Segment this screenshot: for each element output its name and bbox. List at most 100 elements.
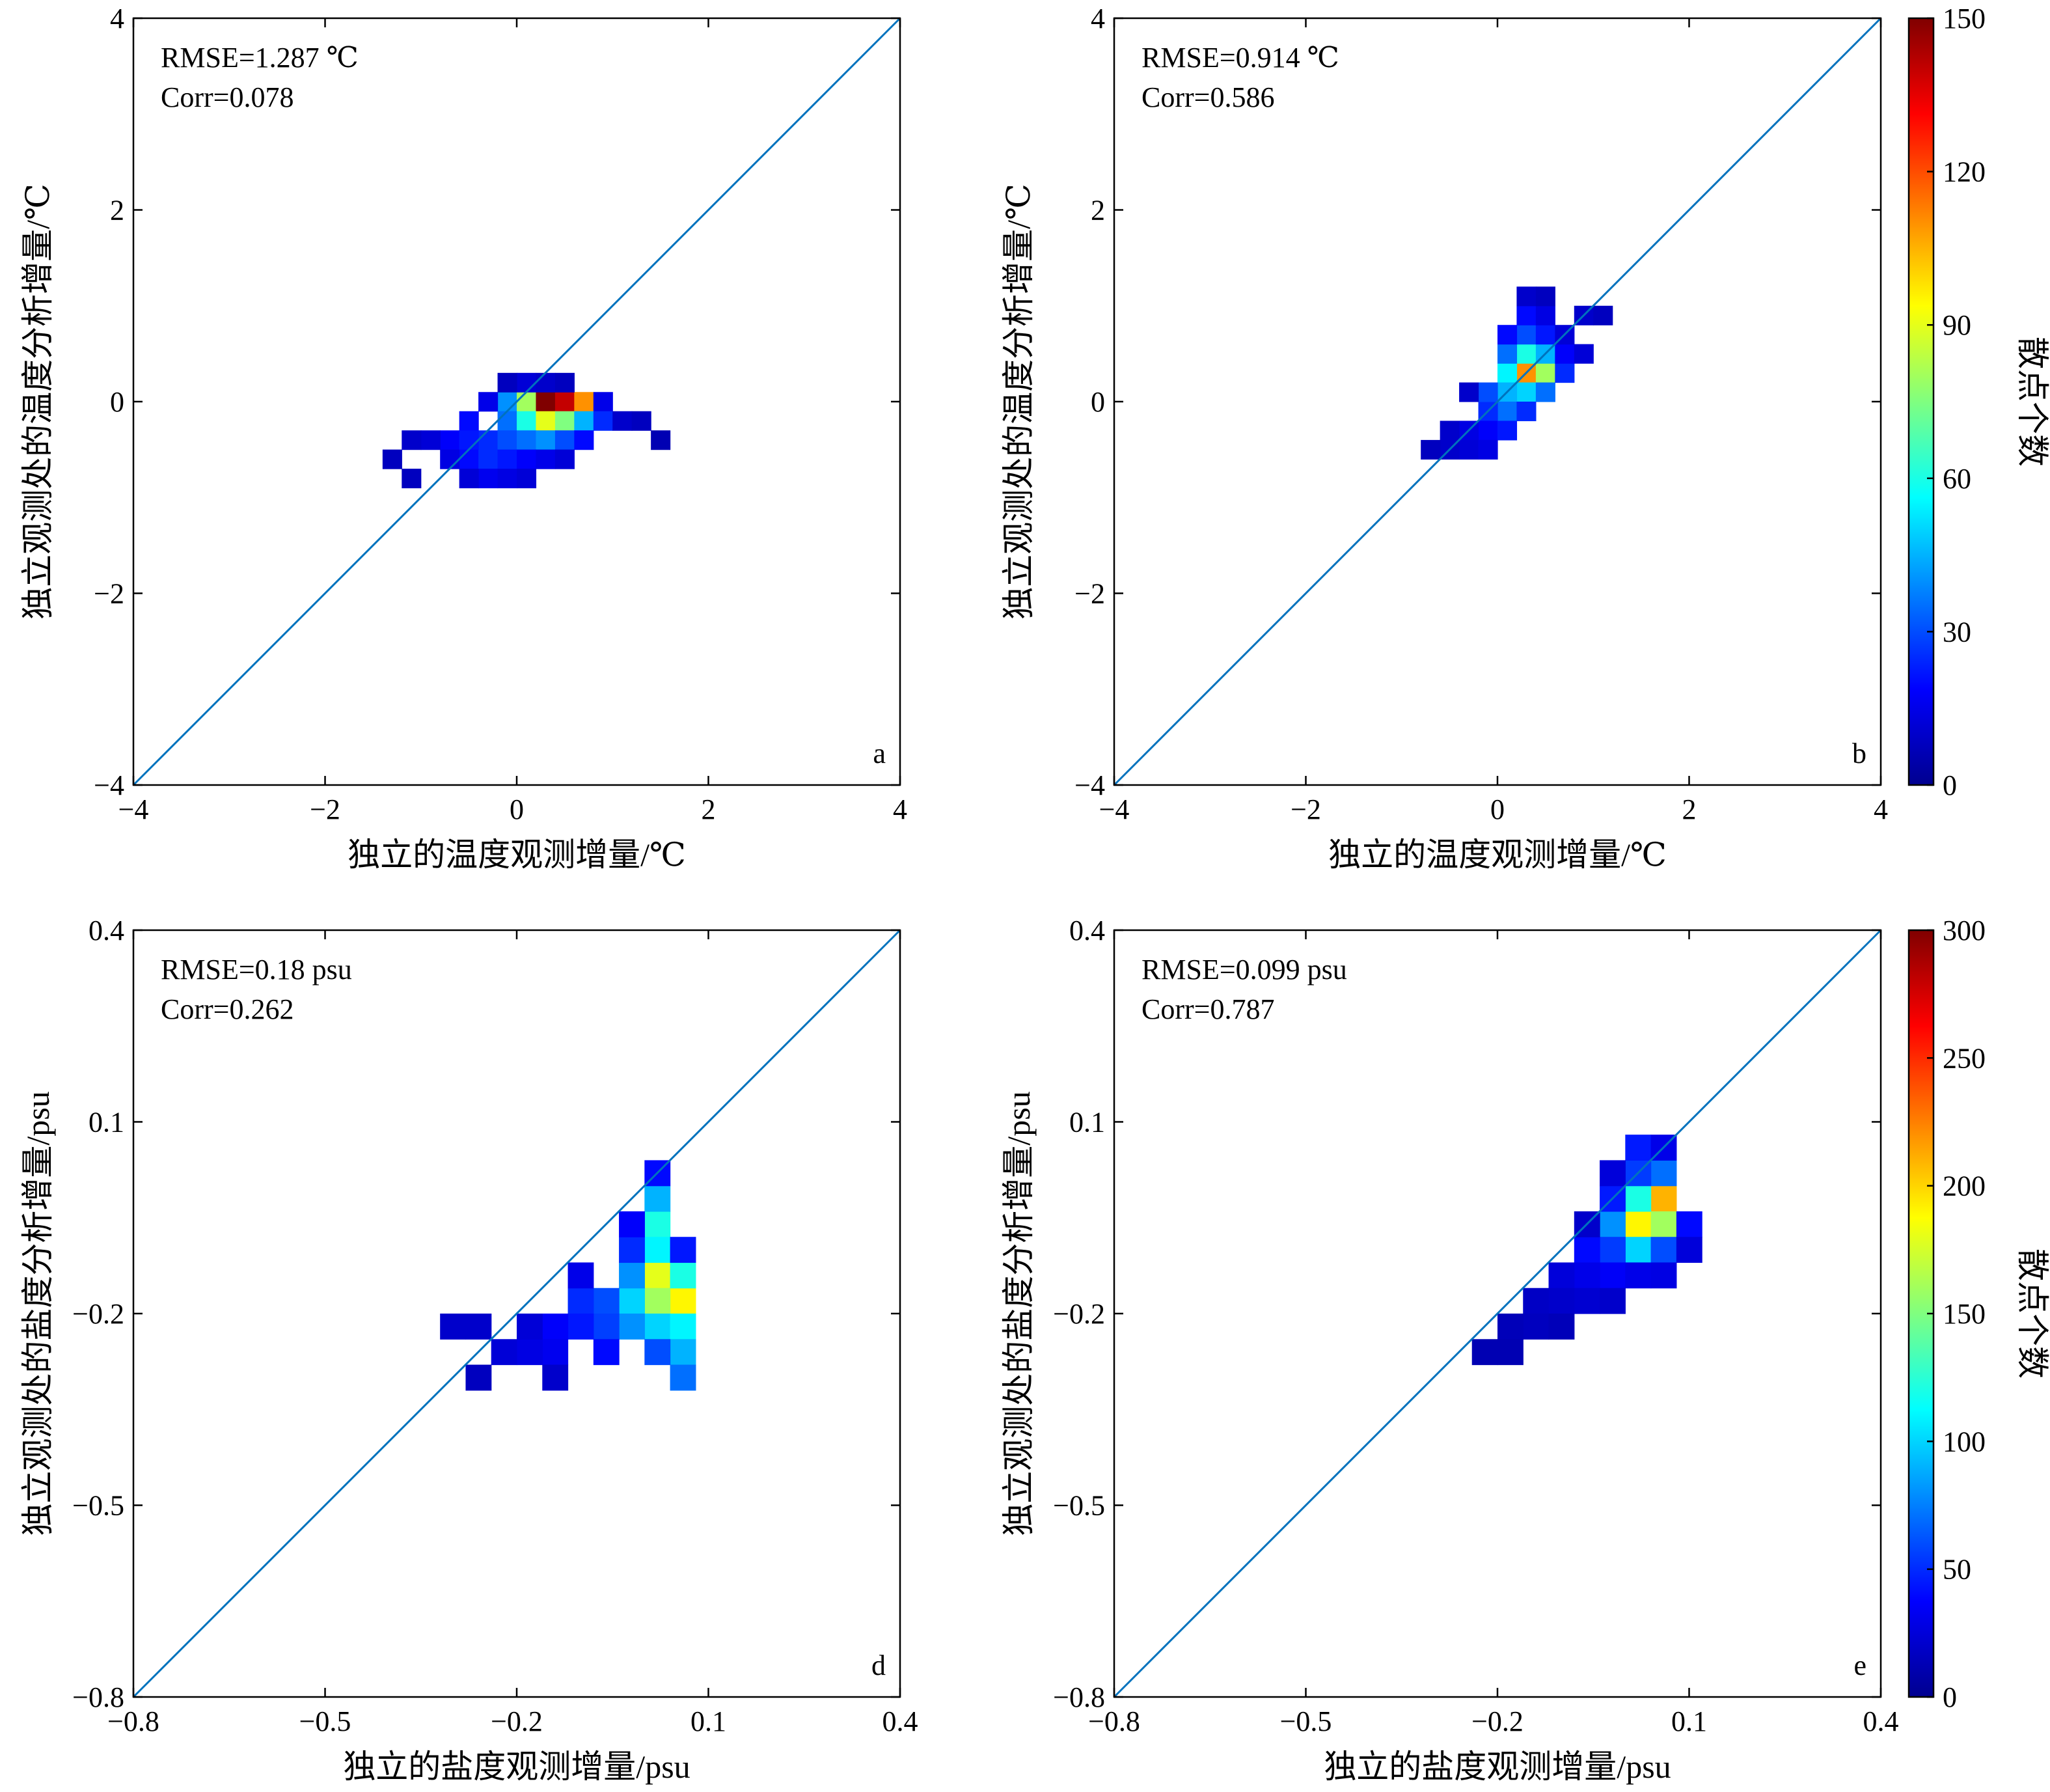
colorbar-1-tick-label-4: 200 xyxy=(1943,1170,1986,1202)
panel-a-cell-39 xyxy=(651,430,671,450)
panel-b-ytick-label-1: −2 xyxy=(1074,578,1105,610)
panel-a-cell-5 xyxy=(478,392,499,412)
panel-e-xtick-label-2: −0.2 xyxy=(1471,1705,1524,1737)
panel-b-cell-24 xyxy=(1478,439,1498,460)
panel-e-ytick-label-3: 0.1 xyxy=(1069,1107,1105,1138)
panel-a-cell-35 xyxy=(517,469,537,489)
panel-b-cell-8 xyxy=(1497,344,1518,364)
panel-b-cell-18 xyxy=(1478,420,1498,441)
colorbar-1-tick-label-0: 0 xyxy=(1943,1681,1957,1713)
panel-b-cell-5 xyxy=(1516,382,1537,402)
panel-d-rmse: RMSE=0.18 psu xyxy=(161,954,352,986)
panel-a-cell-29 xyxy=(612,411,633,431)
panel-d-cell-27 xyxy=(567,1262,594,1289)
panel-d-xlabel: 独立的盐度观测增量/psu xyxy=(343,1748,690,1785)
panel-d-cell-12 xyxy=(670,1339,696,1366)
panel-d-cell-15 xyxy=(593,1288,620,1314)
colorbar-0-tick-label-3: 90 xyxy=(1943,309,1971,341)
panel-e: −0.8 −0.5 −0.2 0.1 0.4 −0.8 −0.5 −0.2 0.1 0.4 RMS… xyxy=(1000,915,1899,1785)
panel-d-cell-17 xyxy=(567,1288,594,1314)
panel-e-cell-26 xyxy=(1497,1314,1524,1340)
panel-d-xtick-label-1: −0.5 xyxy=(299,1705,351,1737)
panel-e-rmse: RMSE=0.099 psu xyxy=(1141,954,1347,986)
panel-d-cell-24 xyxy=(593,1339,620,1366)
panel-a-ticks: −4 −2 0 2 4 −4 −2 0 2 4 xyxy=(94,3,907,825)
panel-e-ylabel: 独立观测处的盐度分析增量/psu xyxy=(1000,1091,1037,1536)
panel-e-reference-line xyxy=(1113,929,1882,1698)
panel-e-cell-28 xyxy=(1471,1339,1498,1366)
panel-a-cell-12 xyxy=(459,411,479,431)
panel-b-cell-15 xyxy=(1555,363,1575,383)
panel-a-cell-20 xyxy=(459,430,479,450)
panel-b-ytick-label-0: −4 xyxy=(1074,769,1105,801)
panel-a-cell-43 xyxy=(554,372,575,393)
colorbar-top-gradient xyxy=(1909,18,1934,785)
panel-b-ytick-label-3: 2 xyxy=(1091,195,1105,227)
panel-d-cell-31 xyxy=(440,1314,467,1340)
colorbar-0-tick-label-5: 150 xyxy=(1943,3,1986,34)
panel-a-cell-28 xyxy=(402,430,422,450)
panel-b-cell-12 xyxy=(1516,402,1537,422)
panel-a-xlabel: 独立的温度观测增量/℃ xyxy=(348,836,686,873)
panel-a-cell-25 xyxy=(497,449,517,469)
panel-a-cell-11 xyxy=(574,411,594,431)
panel-e-cell-13 xyxy=(1574,1237,1600,1263)
panel-d-cell-33 xyxy=(542,1364,569,1391)
panel-a-cell-33 xyxy=(478,469,499,489)
panel-a-corr: Corr=0.078 xyxy=(161,81,294,113)
panel-d-ytick-label-0: −0.8 xyxy=(72,1681,124,1713)
panel-b-xtick-label-0: −4 xyxy=(1099,793,1130,825)
panel-d-cell-2 xyxy=(644,1288,671,1314)
panel-a-cell-18 xyxy=(554,430,575,450)
panel-d-cell-0 xyxy=(670,1288,696,1314)
panel-e-cell-9 xyxy=(1600,1237,1626,1263)
panel-a-xtick-label-3: 2 xyxy=(702,793,716,825)
panel-b-xtick-label-4: 4 xyxy=(1874,793,1888,825)
panel-e-cell-12 xyxy=(1676,1211,1702,1237)
panel-b-cell-19 xyxy=(1497,420,1518,441)
colorbar-bottom: 0 50 100 150 200 250 300 散点个数 xyxy=(1907,915,2050,1713)
panel-e-cell-7 xyxy=(1650,1237,1677,1263)
panel-a-cell-10 xyxy=(554,411,575,431)
panel-e-cell-17 xyxy=(1574,1262,1600,1289)
panel-e-cell-21 xyxy=(1600,1288,1626,1314)
panel-d: −0.8 −0.5 −0.2 0.1 0.4 −0.8 −0.5 −0.2 0.1 0.4 RMS… xyxy=(20,915,918,1785)
panel-d-cell-20 xyxy=(670,1237,696,1263)
panel-a-cell-21 xyxy=(574,430,594,450)
panel-e-ytick-label-0: −0.8 xyxy=(1053,1681,1105,1713)
panel-e-xtick-label-0: −0.8 xyxy=(1088,1705,1140,1737)
panel-e-cell-1 xyxy=(1625,1211,1652,1237)
panel-b-cell-17 xyxy=(1516,305,1537,325)
panel-d-xtick-label-3: 0.1 xyxy=(690,1705,726,1737)
colorbar-bottom-ticks: 0 50 100 150 200 250 300 xyxy=(1927,915,1986,1713)
panel-b-rmse: RMSE=0.914 ℃ xyxy=(1141,42,1339,74)
panel-b-cell-13 xyxy=(1535,325,1555,345)
colorbar-1-tick-label-2: 100 xyxy=(1943,1426,1986,1457)
panel-a-rmse: RMSE=1.287 ℃ xyxy=(161,42,359,74)
colorbar-1-tick-label-1: 50 xyxy=(1943,1554,1971,1586)
panel-d-corr: Corr=0.262 xyxy=(161,993,294,1025)
panel-a-cell-41 xyxy=(536,372,556,393)
panel-b-cell-32 xyxy=(1421,439,1441,460)
colorbar-1-tick-label-6: 300 xyxy=(1943,915,1986,946)
panel-d-cell-30 xyxy=(465,1314,492,1340)
panel-e-cell-2 xyxy=(1650,1211,1677,1237)
panel-e-ytick-label-1: −0.5 xyxy=(1053,1490,1105,1522)
panel-d-cell-18 xyxy=(567,1314,594,1340)
panel-a-ytick-label-1: −2 xyxy=(94,578,124,610)
panel-b-ytick-label-4: 4 xyxy=(1091,3,1105,34)
panel-a-cell-14 xyxy=(478,430,499,450)
panel-e-cell-20 xyxy=(1548,1288,1575,1314)
panel-b-cell-14 xyxy=(1478,382,1498,402)
panel-d-cell-7 xyxy=(670,1314,696,1340)
panel-a-xtick-label-2: 0 xyxy=(510,793,524,825)
panel-e-cell-5 xyxy=(1600,1211,1626,1237)
panel-a-ytick-label-4: 4 xyxy=(110,3,124,34)
panel-a-cell-6 xyxy=(593,392,613,412)
panel-e-cell-6 xyxy=(1650,1160,1677,1187)
panel-a-cell-1 xyxy=(517,392,537,412)
colorbar-bottom-label: 散点个数 xyxy=(2014,1248,2050,1379)
panel-d-cell-4 xyxy=(670,1262,696,1289)
panel-e-corr: Corr=0.787 xyxy=(1141,993,1274,1025)
panel-e-cell-27 xyxy=(1497,1339,1524,1366)
